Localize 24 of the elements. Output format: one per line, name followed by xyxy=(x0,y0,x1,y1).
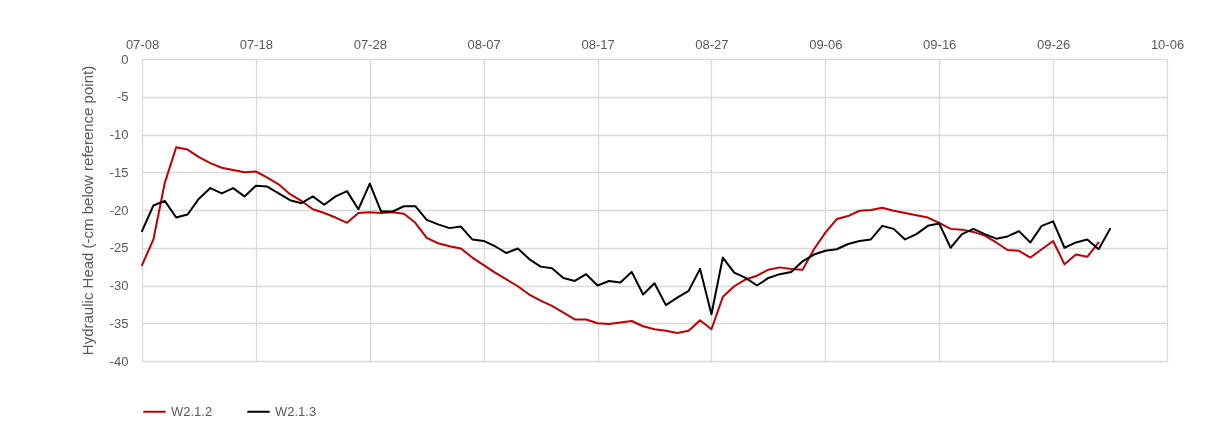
x-tick-label: 08-17 xyxy=(581,36,615,52)
x-tick-label: 08-27 xyxy=(695,36,729,52)
y-tick-label: -10 xyxy=(109,127,129,142)
x-tick-label: 09-06 xyxy=(809,36,843,52)
y-tick-label: -25 xyxy=(109,240,129,256)
x-tick-label: 09-26 xyxy=(1036,36,1071,52)
y-tick-label: -35 xyxy=(109,315,129,331)
y-tick-label: -15 xyxy=(109,164,129,180)
y-axis-title: Hydraulic Head (-cm below reference point) xyxy=(78,65,96,356)
line-series xyxy=(141,146,1100,335)
y-tick-label: -5 xyxy=(116,89,129,105)
line-series xyxy=(141,182,1112,316)
x-tick-label: 07-18 xyxy=(239,36,274,52)
x-tick-label: 08-07 xyxy=(467,36,501,52)
y-tick-label: -20 xyxy=(109,202,129,218)
x-tick-label: 10-06 xyxy=(1150,36,1185,52)
legend-label: W2.1.3 xyxy=(275,403,317,419)
x-tick-label: 07-28 xyxy=(353,36,387,52)
y-tick-label: 0 xyxy=(121,51,129,67)
x-tick-label: 07-08 xyxy=(125,36,160,52)
y-tick-label: -30 xyxy=(109,278,129,293)
legend-label: W2.1.2 xyxy=(171,403,213,419)
y-tick-label: -40 xyxy=(109,353,129,369)
x-tick-label: 09-16 xyxy=(923,36,957,52)
